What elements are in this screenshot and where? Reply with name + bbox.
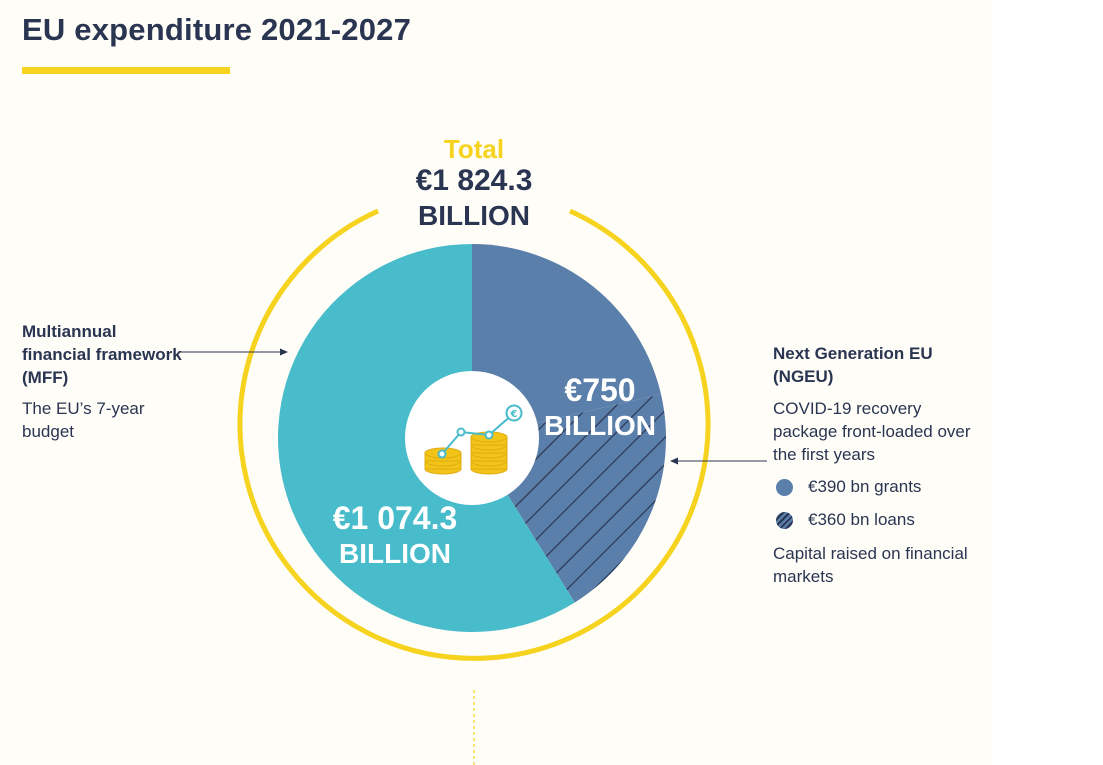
- total-unit: BILLION: [418, 200, 530, 231]
- legend-item-loans: €360 bn loans: [776, 510, 915, 530]
- mff-unit-label: BILLION: [339, 538, 451, 569]
- grants-swatch: [776, 478, 793, 496]
- mff-title: Multiannual financial framework (MFF): [22, 322, 182, 387]
- legend-label-grants: €390 bn grants: [808, 477, 922, 496]
- ngeu-grants-slice: [472, 244, 661, 438]
- ngeu-value-label: €750: [564, 372, 636, 408]
- legend-label-loans: €360 bn loans: [808, 510, 915, 529]
- ngeu-arrow: [670, 457, 767, 465]
- ngeu-title: Next Generation EU (NGEU): [773, 344, 933, 386]
- title-underline: [22, 67, 230, 74]
- outer-ring: [237, 208, 711, 661]
- ngeu-unit-label: BILLION: [544, 410, 656, 441]
- total-label: Total: [443, 134, 505, 164]
- mff-description: The EU’s 7-year budget: [22, 399, 145, 441]
- capital-note: Capital raised on financial markets: [773, 544, 968, 586]
- page-title: EU expenditure 2021-2027: [22, 12, 412, 47]
- coins-growth-euro-icon: €: [424, 404, 523, 475]
- ngeu-description: COVID-19 recovery package front-loaded o…: [773, 399, 971, 464]
- mff-arrow: [180, 348, 288, 356]
- loans-swatch: [776, 511, 793, 529]
- svg-text:€: €: [510, 409, 518, 420]
- mff-value-label: €1 074.3: [332, 500, 458, 536]
- total-value: €1 824.3: [415, 164, 533, 197]
- legend-item-grants: €390 bn grants: [776, 477, 921, 497]
